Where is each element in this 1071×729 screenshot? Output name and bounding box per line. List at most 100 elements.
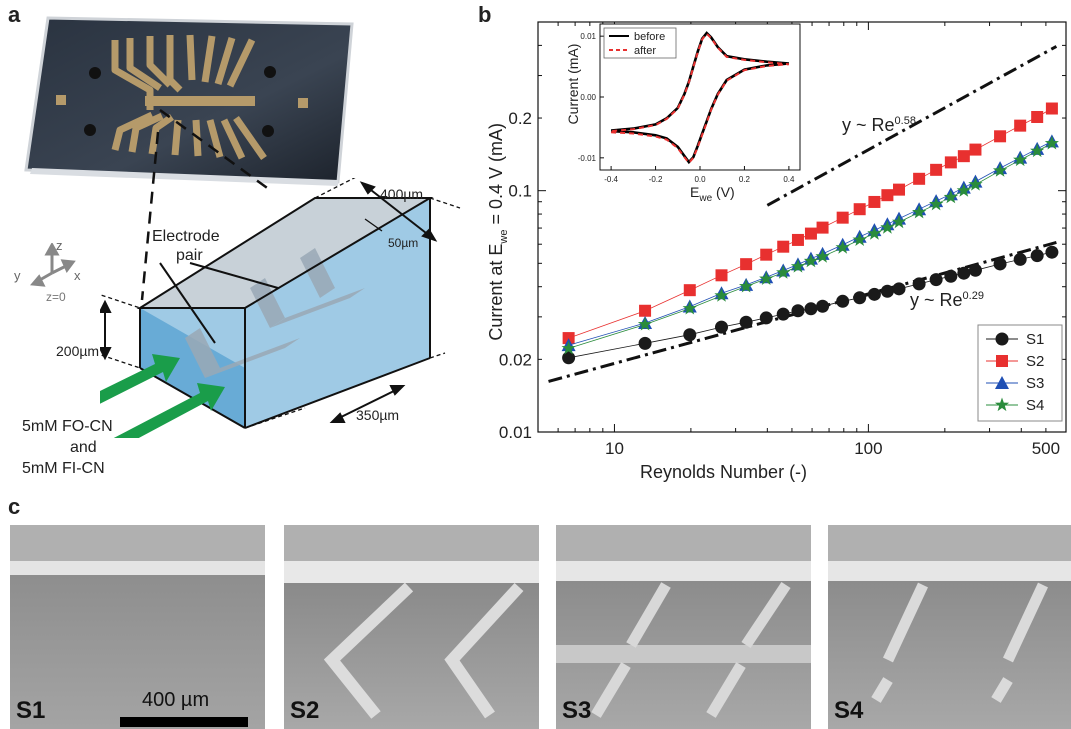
height-dimension: 200µm — [56, 343, 100, 359]
point-s1 — [929, 273, 943, 287]
point-s2 — [791, 233, 804, 246]
inset-legend-box — [603, 27, 677, 59]
point-s1 — [715, 320, 729, 334]
point-s2 — [683, 284, 696, 297]
s3-ridges — [591, 581, 791, 718]
s3-wall — [556, 561, 811, 581]
point-s1 — [776, 307, 790, 321]
fit-label-058: y ~ Re0.58 — [842, 115, 916, 136]
point-s2 — [969, 143, 982, 156]
s3-center-bar — [556, 645, 811, 663]
z0-label: z=0 — [46, 290, 66, 304]
point-s4 — [1013, 152, 1028, 167]
point-s4 — [867, 226, 882, 240]
scale-bar-label: 400 µm — [142, 689, 210, 711]
point-s4 — [1044, 135, 1059, 150]
point-s2 — [562, 332, 575, 345]
point-s1 — [638, 336, 652, 350]
chip-photo — [24, 16, 354, 186]
point-s2 — [853, 203, 866, 216]
point-s4 — [561, 340, 576, 355]
point-s2 — [930, 163, 943, 176]
y-tick-label: 0.01 — [499, 423, 532, 442]
s4-tag: S4 — [834, 697, 864, 724]
point-s4 — [759, 271, 774, 285]
y-axis-label-sub: we — [497, 229, 510, 244]
inset-x-tick-label: -0.4 — [604, 175, 618, 184]
point-s4 — [637, 317, 653, 331]
point-s4 — [880, 220, 895, 234]
s2-tag: S2 — [290, 697, 320, 724]
point-s2 — [957, 150, 970, 163]
panel-a-letter: a — [8, 2, 21, 27]
point-s4 — [1030, 143, 1045, 158]
width-dimension: 400µm — [380, 186, 424, 202]
s2-chevron-ridges — [323, 582, 524, 719]
point-s2 — [760, 248, 773, 261]
point-s2 — [881, 189, 894, 202]
fit-label-058-base: y ~ Re — [842, 115, 895, 135]
y-axis-label-post: = 0.4 V (mA) — [486, 122, 507, 230]
fit-line-058 — [766, 45, 1058, 207]
y-axis-label-pre: Current at E — [486, 243, 507, 341]
point-s1 — [791, 304, 805, 318]
point-s1 — [1030, 249, 1044, 263]
length-dimension: 350µm — [356, 407, 400, 423]
point-s4 — [956, 183, 971, 197]
inset-y-tick-label: 0.01 — [580, 32, 596, 41]
point-s2 — [816, 221, 829, 234]
legend-marker-s2 — [996, 355, 1008, 367]
s2-top-band — [284, 525, 539, 561]
fit-label-029-exp: 0.29 — [962, 290, 984, 302]
point-s4 — [835, 240, 850, 254]
y-tick-label: 0.02 — [499, 350, 532, 369]
point-s4 — [776, 265, 791, 279]
gap-dimension: 50µm — [388, 236, 419, 250]
point-s1 — [867, 287, 881, 301]
point-s2 — [804, 227, 817, 240]
s3-top-band — [556, 525, 811, 561]
point-s1 — [944, 269, 958, 283]
point-s4 — [852, 232, 867, 246]
fit-label-029-base: y ~ Re — [910, 290, 963, 310]
x-tick-label: 100 — [854, 439, 882, 458]
axis-triad-icon — [30, 243, 76, 287]
inset-x-label-post: (V) — [712, 184, 735, 200]
point-s1 — [880, 284, 894, 298]
point-s1 — [1013, 252, 1027, 266]
fit-label-029: y ~ Re0.29 — [910, 290, 984, 311]
inlet-label-2: and — [70, 439, 97, 456]
point-s4 — [682, 301, 697, 315]
inset-x-tick-label: 0.0 — [694, 175, 706, 184]
point-s1 — [853, 291, 867, 305]
point-s2 — [913, 172, 926, 185]
sem-panel-s3: S3 — [556, 525, 811, 729]
inset-x-tick-label: 0.4 — [783, 175, 795, 184]
legend-label-s3: S3 — [1026, 375, 1044, 392]
point-s2 — [944, 156, 957, 169]
inlet-label-1: 5mM FO-CN — [22, 418, 113, 435]
legend-marker-s4 — [994, 397, 1010, 412]
sem-panel-s4: S4 — [828, 525, 1071, 729]
legend-label-s2: S2 — [1026, 353, 1044, 370]
inset-x-label: Ewe (V) — [690, 184, 735, 204]
point-s1 — [759, 311, 773, 325]
inset-x-tick-label: 0.2 — [739, 175, 751, 184]
point-s1 — [816, 299, 830, 313]
point-s1 — [912, 277, 926, 291]
point-s1 — [968, 263, 982, 277]
s4-wall — [828, 561, 1071, 581]
axis-y-label: y — [14, 268, 21, 283]
inset-y-tick-label: 0.00 — [580, 93, 596, 102]
point-s1 — [892, 282, 906, 296]
inset-x-tick-label: -0.2 — [649, 175, 663, 184]
reynolds-current-chart: 10 100 500 0.01 0.02 0.1 0.2 S1 S2 S3 S4 -0.4 -0.2 0.… — [499, 21, 1067, 458]
point-s2 — [777, 240, 790, 253]
point-s1 — [804, 302, 818, 316]
s1-top-band — [10, 525, 265, 561]
channel-schematic — [100, 178, 461, 438]
point-s2 — [715, 269, 728, 282]
point-s2 — [1014, 119, 1027, 132]
s4-ridges — [871, 582, 1048, 703]
fit-label-058-exp: 0.58 — [894, 115, 916, 127]
